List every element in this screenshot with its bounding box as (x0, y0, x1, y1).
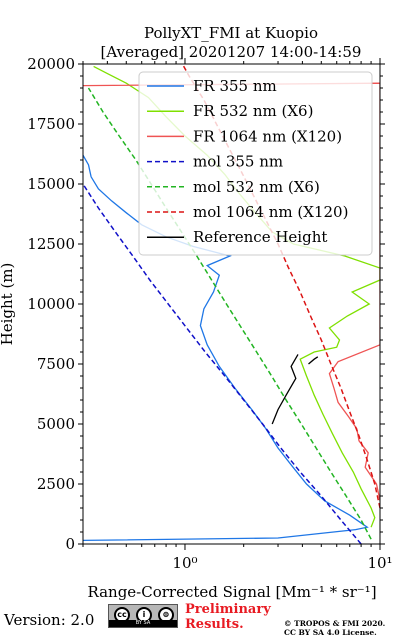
y-axis-label: Height (m) (0, 263, 16, 346)
legend-box (138, 71, 373, 256)
legend-label-1: FR 532 nm (X6) (193, 102, 313, 120)
axes-layer: 0 2500 5000 7500 10000 12500 15000 17500 20000 10… (27, 55, 392, 572)
chart-title-line1: PollyXT_FMI at Kuopio (144, 24, 318, 42)
preliminary-results-label: Preliminary Results. (185, 602, 271, 632)
x-tick-label-0: 10⁰ (172, 554, 197, 572)
y-tick-label-5: 12500 (27, 235, 75, 253)
chart: PollyXT_FMI at Kuopio [Averaged] 2020120… (0, 24, 393, 600)
x-tick-label-1: 10¹ (367, 554, 392, 572)
chart-title-line2: [Averaged] 20201207 14:00-14:59 (101, 43, 362, 61)
copyright-line2: CC BY SA 4.0 License. (284, 628, 377, 637)
y-tick-label-1: 2500 (37, 475, 75, 493)
cc-license-badge[interactable]: cc i ⊜ BY SA (108, 604, 178, 628)
y-tick-label-6: 15000 (27, 175, 75, 193)
y-tick-label-2: 5000 (37, 415, 75, 433)
preliminary-line1: Preliminary (185, 602, 271, 617)
x-axis-label: Range-Corrected Signal [Mm⁻¹ * sr⁻¹] (87, 583, 376, 600)
series-line-6-segment (308, 356, 319, 365)
y-tick-label-4: 10000 (27, 295, 75, 313)
series-line-0 (83, 154, 369, 542)
legend-label-2: FR 1064 nm (X120) (193, 127, 342, 145)
series-line-6 (271, 354, 299, 425)
legend-label-5: mol 1064 nm (X120) (193, 203, 348, 221)
version-label: Version: 2.0 (4, 611, 95, 629)
legend: FR 355 nm FR 532 nm (X6) FR 1064 nm (X120)… (138, 71, 373, 256)
legend-label-0: FR 355 nm (193, 77, 277, 95)
legend-label-4: mol 532 nm (X6) (193, 178, 320, 196)
copyright-line1: © TROPOS & FMI 2020. (284, 619, 386, 628)
y-tick-label-3: 7500 (37, 355, 75, 373)
y-tick-label-0: 0 (65, 535, 75, 553)
preliminary-line2: Results. (185, 617, 244, 632)
copyright-notice: © TROPOS & FMI 2020. CC BY SA 4.0 Licens… (284, 619, 385, 637)
cc-badge-text: BY SA (109, 620, 177, 627)
legend-label-6: Reference Height (193, 228, 327, 246)
y-tick-label-7: 17500 (27, 115, 75, 133)
series-line-5 (181, 64, 380, 509)
y-tick-label-8: 20000 (27, 55, 75, 73)
legend-label-3: mol 355 nm (193, 153, 283, 171)
series-line-2 (83, 82, 380, 501)
series-line-4 (87, 87, 372, 540)
